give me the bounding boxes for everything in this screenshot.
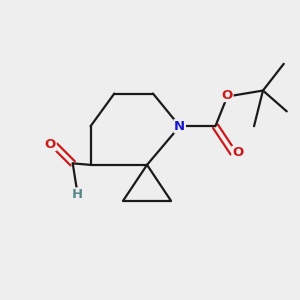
Text: H: H	[72, 188, 83, 201]
Text: O: O	[45, 138, 56, 151]
Text: O: O	[232, 146, 243, 160]
Text: N: N	[174, 120, 185, 133]
Text: O: O	[222, 88, 233, 101]
